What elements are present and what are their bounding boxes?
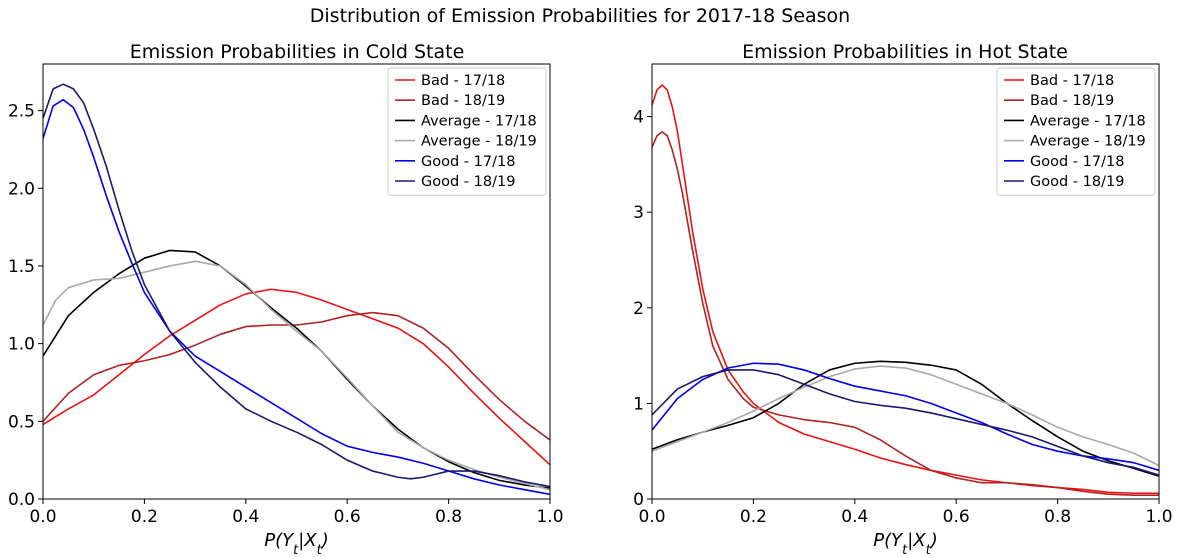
hot-y-tick-label: 0	[633, 490, 644, 510]
cold-y-tick-label: 0.0	[8, 490, 35, 510]
cold-legend: Bad - 17/18 Bad - 18/19 Average - 17/18 Ave…	[388, 68, 546, 195]
cold-y-tick-label: 1.5	[8, 257, 35, 277]
hot-x-tick-label: 0.6	[943, 507, 970, 527]
cold-y-tick-label: 1.0	[8, 335, 35, 355]
cold-x-tick-label: 0.6	[334, 507, 361, 527]
cold-legend-label-bad-18-19: Bad - 18/19	[421, 93, 505, 109]
hot-y-tick-label: 2	[633, 299, 644, 319]
hot-x-tick-label: 0.8	[1044, 507, 1071, 527]
hot-y-tick-label: 3	[633, 203, 644, 223]
hot-legend-label-bad-18-19: Bad - 18/19	[1030, 93, 1114, 109]
cold-legend-label-good-18-19: Good - 18/19	[421, 174, 515, 190]
hot-x-tick-label: 0.0	[638, 507, 665, 527]
hot-legend-label-good-18-19: Good - 18/19	[1030, 174, 1124, 190]
cold-y-tick-label: 2.0	[8, 179, 35, 199]
cold-x-tick-label: 0.4	[232, 507, 259, 527]
hot-y-tick-label: 4	[633, 108, 644, 128]
cold-legend-label-average-17-18: Average - 17/18	[421, 113, 537, 129]
hot-legend-label-average-18-19: Average - 18/19	[1030, 134, 1146, 150]
hot-x-tick-label: 0.2	[740, 507, 767, 527]
hot-legend-label-bad-17-18: Bad - 17/18	[1030, 73, 1114, 89]
hot-legend-label-average-17-18: Average - 17/18	[1030, 113, 1146, 129]
hot-legend: Bad - 17/18 Bad - 18/19 Average - 17/18 Ave…	[997, 68, 1155, 195]
cold-legend-label-bad-17-18: Bad - 17/18	[421, 73, 505, 89]
cold-x-tick-label: 0.0	[29, 507, 56, 527]
cold-x-tick-label: 0.8	[435, 507, 462, 527]
hot-legend-label-good-17-18: Good - 17/18	[1030, 154, 1124, 170]
cold-legend-label-good-17-18: Good - 17/18	[421, 154, 515, 170]
figure-suptitle: Distribution of Emission Probabilities f…	[310, 5, 850, 27]
cold-y-tick-label: 2.5	[8, 102, 35, 122]
hot-y-tick-label: 1	[633, 394, 644, 414]
cold-y-tick-label: 0.5	[8, 412, 35, 432]
right-panel-title: Emission Probabilities in Hot State	[742, 41, 1068, 63]
left-panel-title: Emission Probabilities in Cold State	[130, 41, 465, 63]
cold-legend-label-average-18-19: Average - 18/19	[421, 134, 537, 150]
cold-x-tick-label: 1.0	[536, 507, 563, 527]
cold-x-tick-label: 0.2	[131, 507, 158, 527]
hot-x-tick-label: 1.0	[1145, 507, 1172, 527]
hot-x-tick-label: 0.4	[841, 507, 868, 527]
